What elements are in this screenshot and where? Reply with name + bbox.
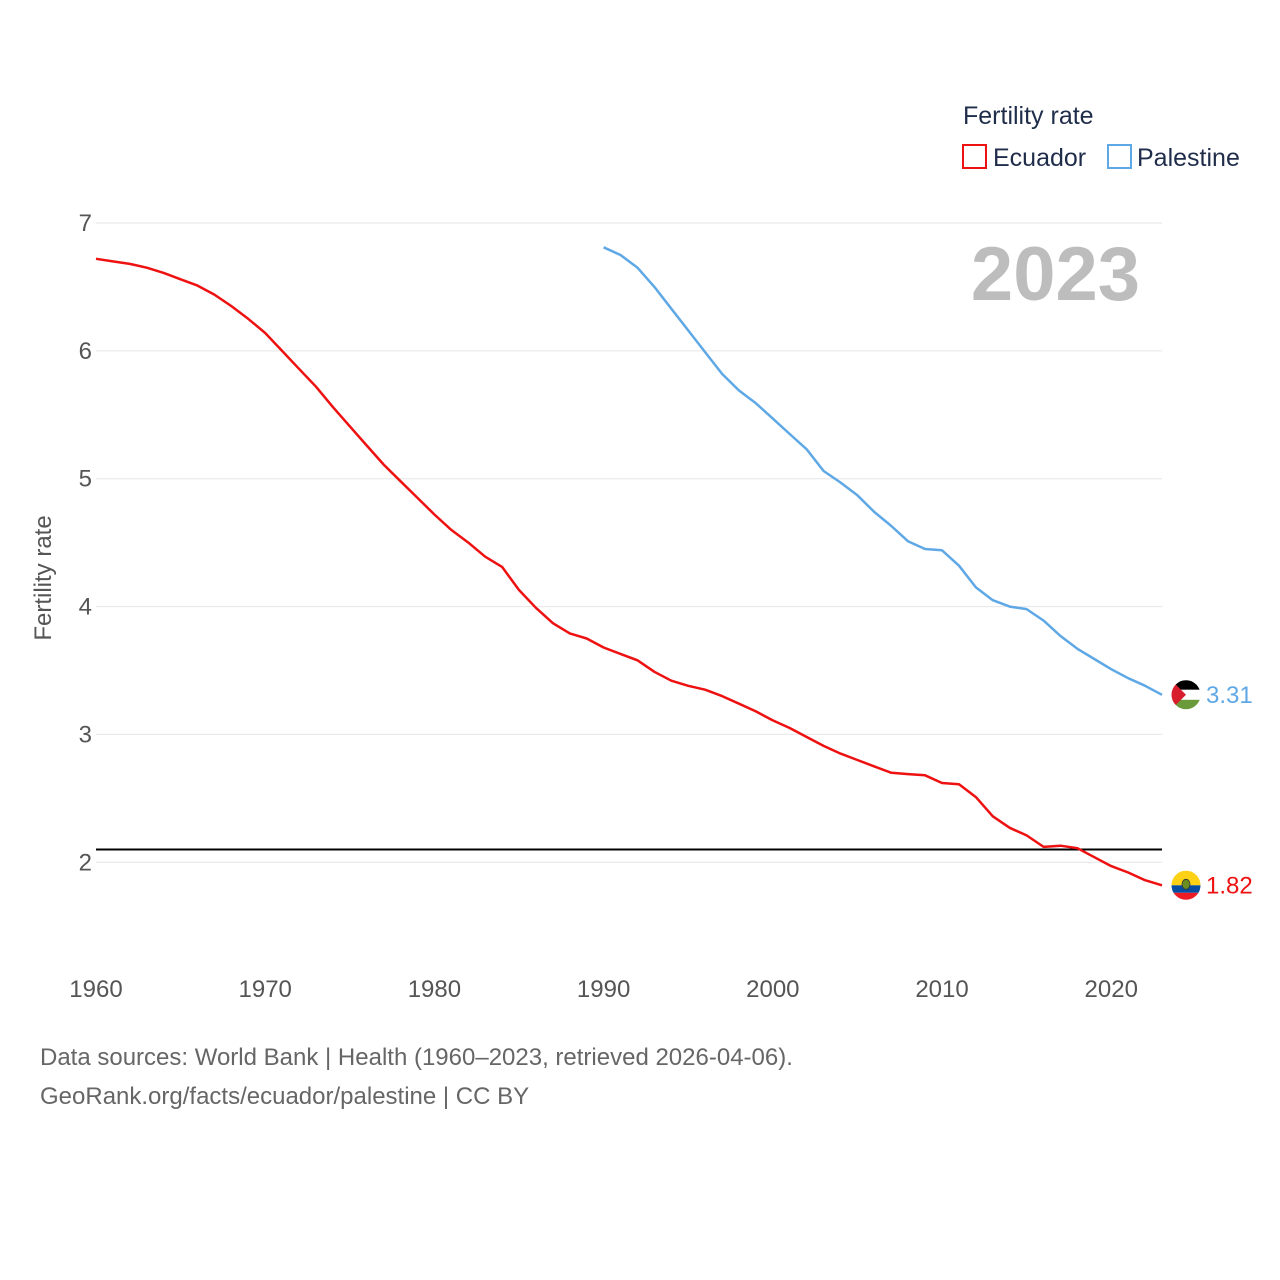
data-sources-note: Data sources: World Bank | Health (1960–… — [40, 1044, 793, 1071]
y-tick-label: 2 — [79, 849, 92, 876]
series-layer — [95, 246, 1163, 887]
x-axis-ticks: 1960 1970 1980 1990 2000 2010 2020 — [69, 976, 1138, 1003]
ecuador-flag-icon — [1170, 869, 1202, 901]
legend-item-ecuador[interactable]: Ecuador — [962, 144, 1086, 172]
y-axis-label: Fertility rate — [30, 515, 57, 640]
legend-label-ecuador: Ecuador — [993, 144, 1086, 172]
year-label: 2023 — [971, 232, 1140, 317]
series-line-palestine[interactable] — [603, 246, 1163, 696]
x-tick-label: 1960 — [69, 976, 122, 1003]
end-markers: 1.82 3.31 — [1170, 679, 1253, 901]
source-link[interactable]: GeoRank.org/facts/ecuador/palestine | CC… — [40, 1083, 530, 1110]
x-tick-label: 1970 — [239, 976, 292, 1003]
end-value-ecuador: 1.82 — [1206, 872, 1253, 899]
y-tick-label: 7 — [79, 210, 92, 237]
y-tick-label: 4 — [79, 594, 92, 621]
y-tick-label: 5 — [79, 466, 92, 493]
series-line-ecuador[interactable] — [95, 257, 1163, 887]
x-tick-label: 2020 — [1085, 976, 1138, 1003]
y-axis-ticks: 2 3 4 5 6 7 — [79, 210, 92, 876]
legend-label-palestine: Palestine — [1137, 144, 1240, 172]
legend: Fertility rate Ecuador Palestine — [962, 102, 1240, 172]
legend-item-palestine[interactable]: Palestine — [1107, 144, 1240, 172]
x-tick-label: 2010 — [915, 976, 968, 1003]
x-tick-label: 1990 — [577, 976, 630, 1003]
legend-swatch-ecuador — [962, 144, 987, 169]
end-value-palestine: 3.31 — [1206, 682, 1253, 709]
grid-lines — [96, 222, 1162, 863]
legend-swatch-palestine — [1107, 144, 1132, 169]
x-tick-label: 2000 — [746, 976, 799, 1003]
palestine-flag-icon — [1170, 679, 1202, 711]
y-tick-label: 6 — [79, 338, 92, 365]
y-tick-label: 3 — [79, 721, 92, 748]
x-tick-label: 1980 — [408, 976, 461, 1003]
legend-title: Fertility rate — [963, 102, 1094, 130]
